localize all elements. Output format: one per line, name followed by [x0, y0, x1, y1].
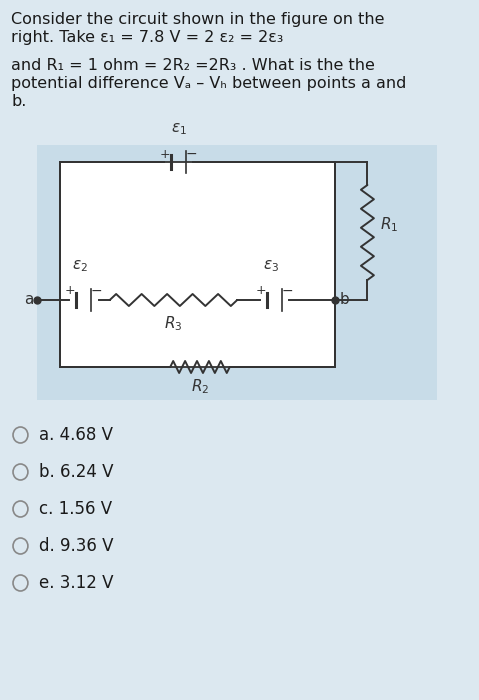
Text: b. 6.24 V: b. 6.24 V: [39, 463, 114, 481]
Text: c. 1.56 V: c. 1.56 V: [39, 500, 112, 518]
Text: d. 9.36 V: d. 9.36 V: [39, 537, 114, 555]
Text: potential difference Vₐ – Vₕ between points a and: potential difference Vₐ – Vₕ between poi…: [11, 76, 407, 91]
Text: b.: b.: [11, 94, 26, 109]
Text: right. Take ε₁ = 7.8 V = 2 ε₂ = 2ε₃: right. Take ε₁ = 7.8 V = 2 ε₂ = 2ε₃: [11, 30, 284, 45]
Text: Consider the circuit shown in the figure on the: Consider the circuit shown in the figure…: [11, 12, 385, 27]
Text: +: +: [255, 284, 266, 298]
Text: a. 4.68 V: a. 4.68 V: [39, 426, 113, 444]
Text: e. 3.12 V: e. 3.12 V: [39, 574, 114, 592]
Text: +: +: [160, 148, 170, 160]
Text: b: b: [340, 293, 349, 307]
Bar: [60, 162, 335, 367]
Text: −: −: [282, 284, 293, 298]
Text: +: +: [65, 284, 75, 298]
Text: and R₁ = 1 ohm = 2R₂ =2R₃ . What is the the: and R₁ = 1 ohm = 2R₂ =2R₃ . What is the …: [11, 58, 375, 73]
Text: $R_1$: $R_1$: [380, 215, 399, 234]
Text: −: −: [91, 284, 103, 298]
Text: $\varepsilon_3$: $\varepsilon_3$: [262, 258, 279, 274]
Text: $\varepsilon_2$: $\varepsilon_2$: [72, 258, 88, 274]
Bar: [37, 145, 437, 400]
Text: $R_2$: $R_2$: [191, 377, 209, 395]
Text: −: −: [186, 147, 197, 161]
Text: $\varepsilon_1$: $\varepsilon_1$: [171, 121, 187, 137]
Text: $R_3$: $R_3$: [164, 314, 182, 332]
Text: a: a: [24, 293, 34, 307]
